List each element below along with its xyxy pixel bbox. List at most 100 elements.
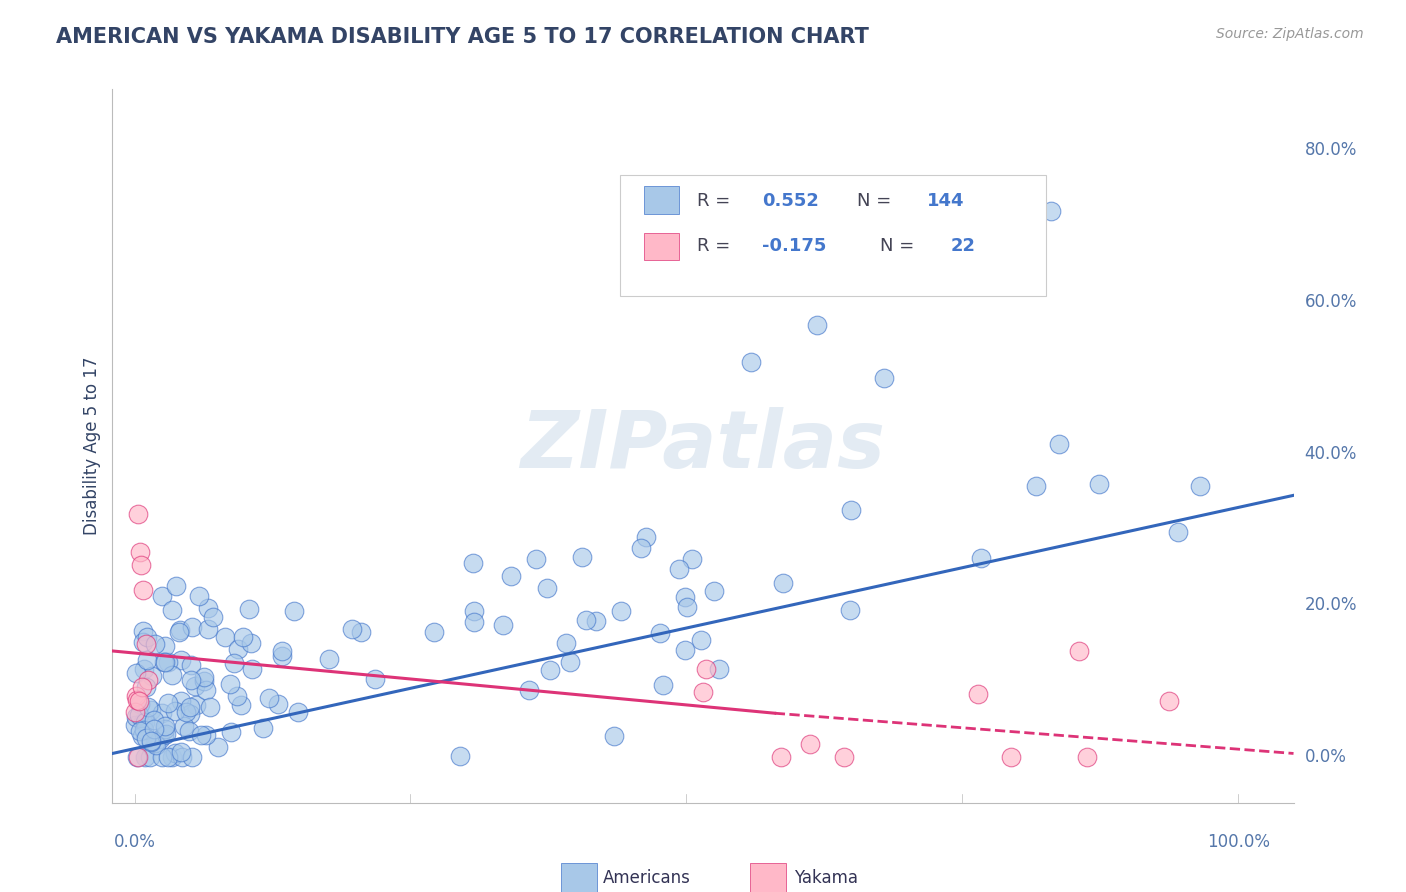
Point [524, 552, 547, 566]
Point [124, 717, 146, 731]
Point [1076, 750, 1098, 764]
Point [221, 725, 243, 739]
Point [194, 728, 217, 742]
Point [202, 610, 225, 624]
Point [650, 625, 672, 640]
Point [461, 557, 484, 571]
Point [238, 601, 260, 615]
Point [283, 604, 305, 618]
Point [585, 614, 607, 628]
Text: Yakama: Yakama [794, 869, 858, 887]
Point [155, 727, 177, 741]
Point [287, 705, 309, 719]
Point [318, 652, 340, 666]
Point [194, 683, 217, 698]
Point [675, 643, 697, 657]
Point [153, 655, 176, 669]
Text: N =: N = [856, 193, 897, 211]
Point [131, 680, 153, 694]
Point [150, 590, 173, 604]
Point [170, 653, 193, 667]
Point [153, 722, 176, 736]
Y-axis label: Disability Age 5 to 17: Disability Age 5 to 17 [83, 357, 101, 535]
Point [136, 631, 159, 645]
Point [127, 750, 149, 764]
Point [1188, 479, 1211, 493]
Point [1157, 694, 1180, 708]
Point [150, 706, 173, 721]
Text: Source: ZipAtlas.com: Source: ZipAtlas.com [1216, 27, 1364, 41]
Point [170, 750, 193, 764]
Point [799, 738, 821, 752]
Point [132, 723, 155, 737]
Bar [561, 863, 596, 892]
Point [1025, 479, 1047, 493]
Point [226, 642, 249, 657]
Point [1067, 644, 1090, 658]
Point [139, 750, 162, 764]
Point [695, 662, 717, 676]
Point [214, 630, 236, 644]
Text: 40.0%: 40.0% [1305, 444, 1357, 463]
Text: 20.0%: 20.0% [1305, 597, 1357, 615]
Point [174, 705, 197, 719]
Bar [644, 233, 679, 260]
Point [673, 590, 696, 604]
Point [180, 658, 202, 673]
Point [180, 673, 202, 687]
Point [153, 728, 176, 742]
Point [132, 714, 155, 729]
Point [1088, 477, 1111, 491]
Point [252, 721, 274, 735]
Point [134, 750, 156, 764]
Point [128, 697, 150, 711]
Point [124, 665, 146, 680]
Point [170, 745, 193, 759]
Point [239, 636, 262, 650]
Point [463, 604, 485, 618]
Point [517, 683, 540, 698]
Point [128, 694, 150, 708]
Point [132, 624, 155, 639]
Text: ZIPatlas: ZIPatlas [520, 407, 886, 485]
Point [603, 729, 626, 743]
Point [129, 545, 152, 559]
Point [165, 579, 187, 593]
Point [1047, 437, 1070, 451]
Point [160, 750, 183, 764]
Point [184, 679, 207, 693]
Point [364, 672, 387, 686]
Point [690, 632, 713, 647]
Point [967, 688, 990, 702]
Text: 144: 144 [928, 193, 965, 211]
Bar [751, 863, 786, 892]
Text: R =: R = [697, 193, 737, 211]
Point [257, 691, 280, 706]
Point [499, 569, 522, 583]
Point [152, 750, 174, 764]
Point [610, 604, 633, 618]
Point [969, 551, 991, 566]
Point [163, 704, 186, 718]
Point [207, 739, 229, 754]
Point [681, 552, 703, 566]
Point [668, 562, 690, 576]
Point [198, 699, 221, 714]
Point [197, 622, 219, 636]
Point [271, 644, 294, 658]
Point [169, 624, 191, 638]
Point [1039, 203, 1062, 218]
Point [132, 583, 155, 598]
Point [125, 710, 148, 724]
Point [141, 703, 163, 717]
Point [538, 664, 561, 678]
Point [240, 662, 263, 676]
Text: R =: R = [697, 237, 737, 255]
Point [135, 637, 157, 651]
Bar [644, 186, 679, 214]
Point [157, 750, 180, 764]
Text: N =: N = [880, 237, 920, 255]
Point [555, 636, 578, 650]
Point [188, 589, 211, 603]
Point [634, 531, 657, 545]
